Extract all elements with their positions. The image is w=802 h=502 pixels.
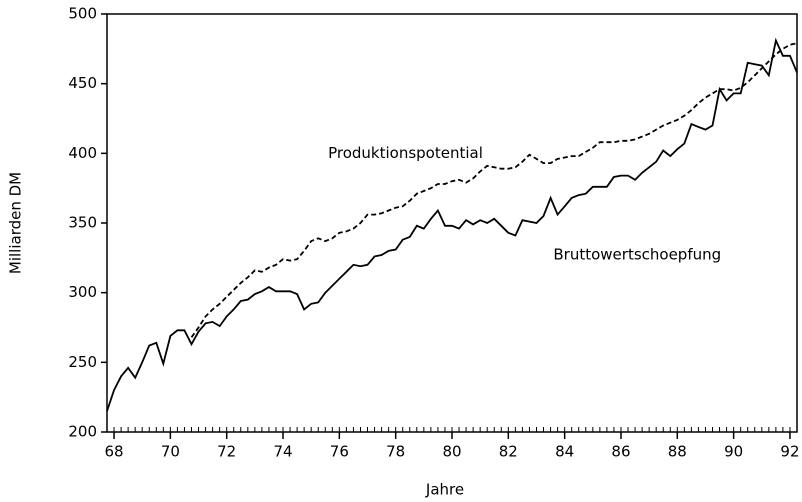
series-line [106, 37, 798, 412]
y-tick-label: 450 [68, 74, 97, 92]
x-tick-label: 76 [330, 443, 349, 461]
x-tick-label: 92 [780, 443, 799, 461]
x-axis-label: Jahre [425, 481, 464, 499]
x-tick-label: 80 [442, 443, 461, 461]
y-tick-label: 350 [68, 214, 97, 232]
x-tick-label: 86 [611, 443, 630, 461]
x-tick-label: 74 [273, 443, 292, 461]
y-tick-label: 500 [68, 5, 97, 23]
x-tick-label: 82 [499, 443, 518, 461]
annotation: Bruttowertschoepfung [553, 246, 721, 264]
y-tick-label: 250 [68, 353, 97, 371]
x-tick-label: 70 [161, 443, 180, 461]
y-tick-label: 300 [68, 283, 97, 301]
y-tick-label: 200 [68, 423, 97, 441]
series-line [190, 42, 798, 338]
y-tick-label: 400 [68, 144, 97, 162]
plot-frame [106, 13, 798, 433]
y-axis-label: Milliarden DM [7, 172, 25, 274]
x-tick-label: 78 [386, 443, 405, 461]
x-tick-label: 68 [104, 443, 123, 461]
x-tick-label: 84 [555, 443, 574, 461]
x-tick-label: 90 [724, 443, 743, 461]
annotation: Produktionspotential [328, 144, 483, 162]
x-tick-label: 88 [668, 443, 687, 461]
x-tick-label: 72 [217, 443, 236, 461]
